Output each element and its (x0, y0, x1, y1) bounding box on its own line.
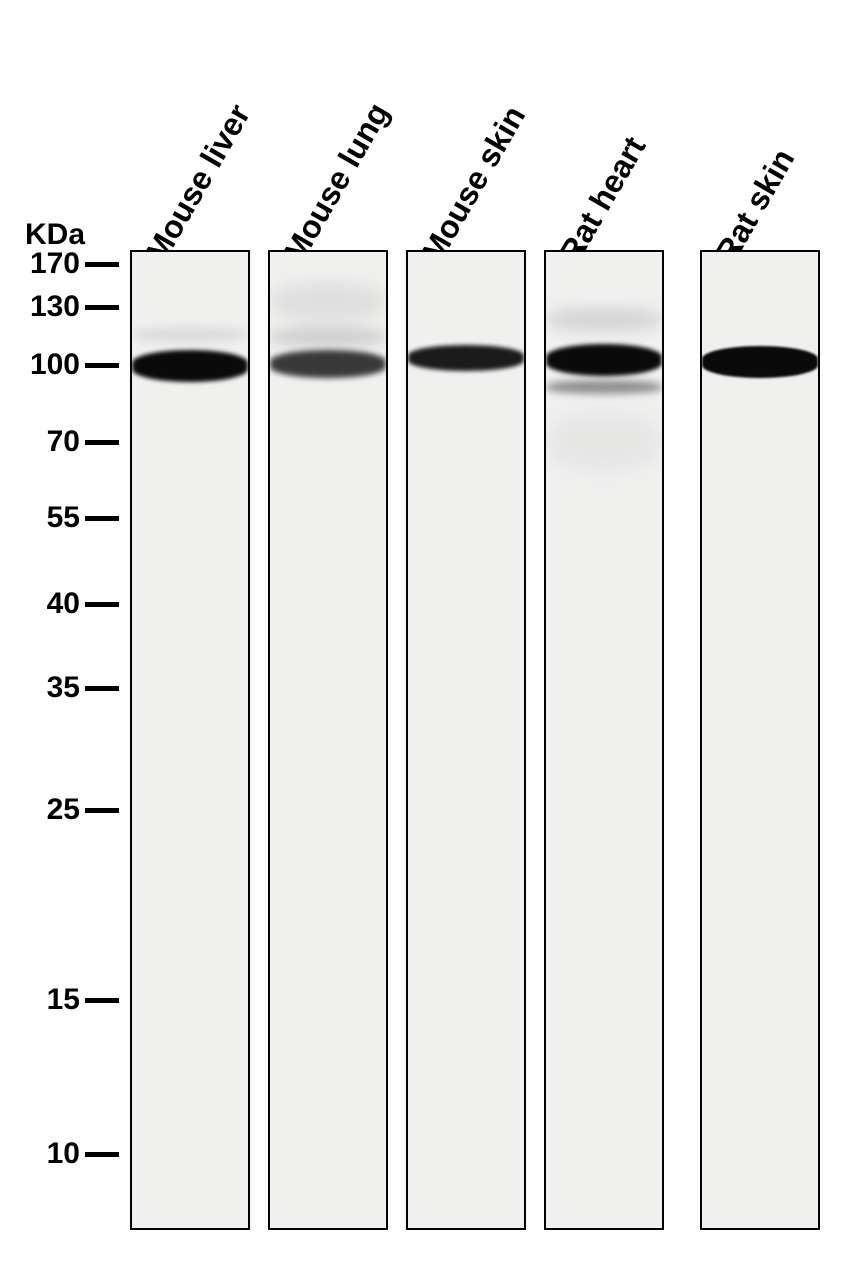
lane-label-0: Mouse liver (138, 98, 258, 269)
lane-label-1: Mouse lung (276, 97, 397, 269)
marker-tick-70 (85, 440, 119, 445)
lane-3 (544, 250, 664, 1230)
band-4-0 (702, 346, 818, 378)
marker-label-35: 35 (20, 671, 80, 705)
marker-label-40: 40 (20, 587, 80, 621)
marker-label-55: 55 (20, 501, 80, 535)
lane-label-2: Mouse skin (414, 100, 533, 269)
band-3-1 (546, 380, 662, 394)
marker-tick-25 (85, 808, 119, 813)
marker-tick-35 (85, 686, 119, 691)
lane-4 (700, 250, 820, 1230)
marker-tick-130 (85, 305, 119, 310)
marker-label-130: 130 (20, 290, 80, 324)
band-0-0 (132, 350, 248, 382)
band-1-2 (270, 327, 386, 347)
marker-label-15: 15 (20, 983, 80, 1017)
marker-tick-100 (85, 363, 119, 368)
marker-tick-55 (85, 516, 119, 521)
lane-0 (130, 250, 250, 1230)
marker-tick-170 (85, 262, 119, 267)
marker-tick-40 (85, 602, 119, 607)
marker-label-100: 100 (20, 348, 80, 382)
band-2-0 (408, 345, 524, 371)
band-3-3 (546, 412, 662, 472)
western-blot-figure: KDa 17013010070554035251510 Mouse liverM… (0, 0, 862, 1273)
band-3-2 (546, 307, 662, 332)
marker-label-170: 170 (20, 247, 80, 281)
marker-label-25: 25 (20, 793, 80, 827)
marker-tick-10 (85, 1152, 119, 1157)
lane-label-3: Rat heart (552, 130, 653, 269)
band-0-1 (132, 327, 248, 342)
lane-2 (406, 250, 526, 1230)
band-1-0 (270, 350, 386, 378)
lane-1 (268, 250, 388, 1230)
band-3-0 (546, 344, 662, 376)
band-1-1 (270, 282, 386, 322)
marker-label-10: 10 (20, 1137, 80, 1171)
marker-tick-15 (85, 998, 119, 1003)
marker-label-70: 70 (20, 425, 80, 459)
